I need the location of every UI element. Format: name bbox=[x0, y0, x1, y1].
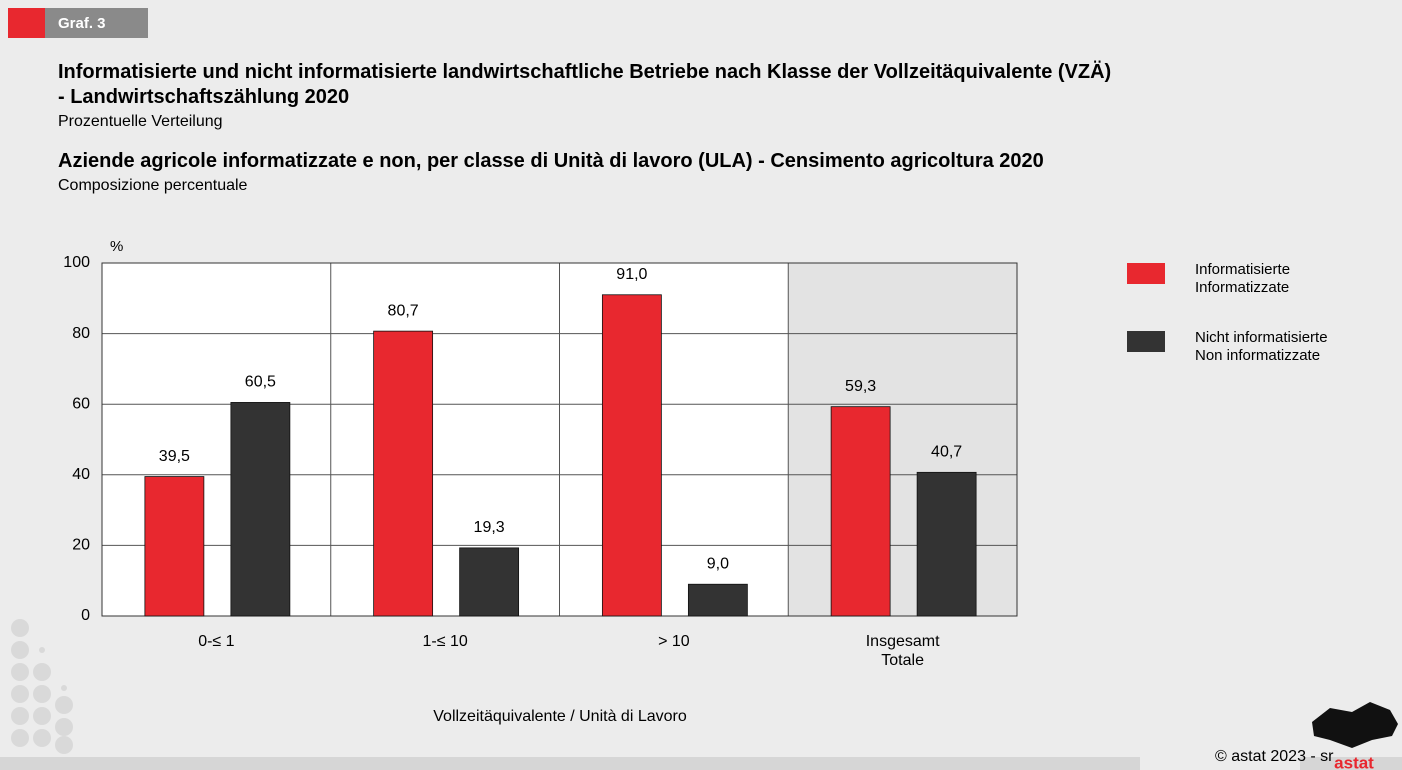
bar bbox=[601, 294, 662, 617]
value-label: 91,0 bbox=[616, 266, 647, 283]
bar bbox=[916, 471, 977, 617]
bar bbox=[687, 583, 748, 617]
value-label: 40,7 bbox=[931, 444, 962, 461]
y-tick-label: 80 bbox=[72, 325, 90, 342]
x-tick-label: > 10 bbox=[658, 633, 690, 650]
badge-marker bbox=[8, 8, 45, 38]
footer-strip bbox=[0, 757, 1402, 770]
badge-box bbox=[45, 8, 148, 38]
bar bbox=[144, 476, 205, 617]
bar bbox=[230, 402, 291, 617]
total-band bbox=[788, 263, 1017, 616]
chart-subtitle-it: Composizione percentuale bbox=[58, 177, 248, 194]
y-tick-label: 40 bbox=[72, 466, 90, 483]
legend-label: Informatisierte Informatizzate bbox=[1195, 261, 1291, 296]
logo-text: astat bbox=[1334, 753, 1374, 770]
y-tick-label: 20 bbox=[72, 537, 90, 554]
x-axis-title: Vollzeitäquivalente / Unità di Lavoro bbox=[433, 708, 687, 725]
value-label: 60,5 bbox=[245, 374, 276, 391]
x-tick-label: 1-≤ 10 bbox=[422, 633, 468, 650]
value-label: 59,3 bbox=[845, 378, 876, 395]
logo-mark bbox=[1312, 702, 1398, 748]
chart-subtitle: Prozentuelle Verteilung bbox=[58, 113, 223, 130]
y-unit: % bbox=[110, 238, 123, 255]
legend-swatch bbox=[1127, 331, 1165, 352]
y-tick-label: 0 bbox=[81, 607, 90, 624]
value-label: 80,7 bbox=[388, 302, 419, 319]
footer-box bbox=[1140, 746, 1300, 770]
bar bbox=[459, 547, 520, 617]
legend-label: Nicht informatisierte Non informatizzate bbox=[1195, 329, 1328, 364]
chart-title: Informatisierte und nicht informatisiert… bbox=[58, 61, 1112, 108]
legend-swatch bbox=[1127, 263, 1165, 284]
value-label: 39,5 bbox=[159, 448, 190, 465]
chart-title-it: Aziende agricole informatizzate e non, p… bbox=[58, 150, 1044, 172]
bar bbox=[373, 330, 434, 617]
value-label: 19,3 bbox=[474, 519, 505, 536]
x-tick-label: Insgesamt Totale bbox=[865, 633, 940, 669]
x-tick-label: 0-≤ 1 bbox=[198, 633, 235, 650]
plot-frame bbox=[101, 262, 1018, 617]
badge: Graf. 3 bbox=[58, 15, 106, 32]
decor-dots bbox=[11, 619, 73, 754]
bar bbox=[830, 406, 891, 617]
source: © astat 2023 - sr bbox=[1215, 748, 1334, 765]
y-tick-label: 100 bbox=[63, 254, 90, 271]
y-tick-label: 60 bbox=[72, 395, 90, 412]
value-label: 9,0 bbox=[707, 555, 729, 572]
